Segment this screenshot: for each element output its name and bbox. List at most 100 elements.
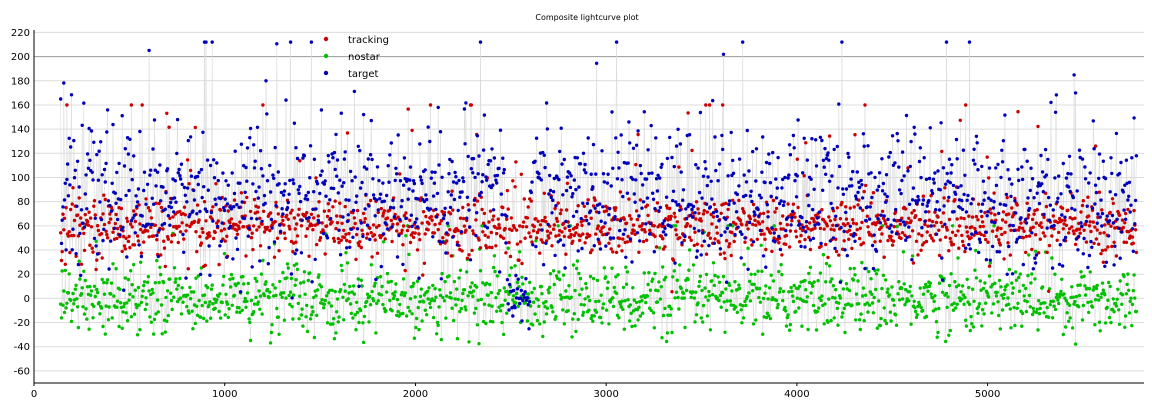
data-point-tracking — [485, 246, 489, 250]
data-point-target — [763, 180, 767, 185]
data-point-target — [182, 185, 187, 190]
data-point-target — [545, 127, 550, 131]
data-point-target — [680, 241, 684, 245]
data-point-tracking — [1102, 231, 1106, 235]
data-point-target — [371, 177, 375, 181]
data-point-nostar — [1040, 285, 1045, 289]
data-point-nostar — [381, 240, 386, 244]
data-point-nostar — [258, 307, 262, 311]
data-point-target — [813, 223, 817, 227]
data-point-nostar — [309, 313, 314, 317]
data-point-tracking — [133, 219, 137, 224]
data-point-target — [491, 208, 496, 212]
data-point-tracking — [481, 221, 486, 225]
data-point-target — [453, 170, 457, 175]
data-point-target — [897, 165, 901, 169]
data-point-nostar — [1053, 307, 1058, 312]
data-point-target — [993, 220, 997, 225]
data-point-nostar — [534, 239, 538, 243]
data-point-target — [981, 179, 986, 183]
chart-title: Composite lightcurve plot — [535, 13, 638, 22]
data-point-tracking — [1100, 248, 1105, 253]
data-point-target — [727, 202, 731, 207]
data-point-nostar — [70, 308, 74, 312]
data-point-target — [593, 206, 597, 210]
data-point-tracking — [959, 216, 963, 220]
data-point-target — [1047, 218, 1052, 222]
data-point-target — [827, 179, 832, 183]
data-point-tracking — [175, 226, 179, 230]
data-point-target — [1074, 237, 1079, 241]
data-point-target — [418, 142, 422, 146]
data-point-target — [772, 231, 776, 235]
data-point-target — [123, 147, 128, 151]
data-point-tracking — [882, 255, 886, 259]
data-point-nostar — [432, 298, 437, 303]
data-point-tracking — [451, 208, 455, 212]
data-point-nostar — [934, 307, 938, 311]
data-point-target — [922, 156, 926, 160]
data-point-nostar — [302, 270, 307, 274]
data-point-nostar — [159, 303, 164, 307]
data-point-target — [973, 162, 977, 166]
data-point-tracking — [344, 232, 348, 236]
data-point-target — [304, 193, 308, 198]
data-point-target — [240, 200, 244, 204]
data-point-nostar — [558, 293, 563, 297]
data-point-tracking — [827, 134, 832, 138]
data-point-nostar — [973, 268, 977, 272]
data-point-nostar — [605, 286, 610, 290]
data-point-tracking — [581, 218, 586, 223]
data-point-target — [887, 155, 891, 159]
data-point-nostar — [298, 281, 303, 285]
data-point-nostar — [487, 303, 491, 307]
data-point-target — [518, 296, 523, 300]
data-point-target — [1000, 148, 1004, 152]
data-point-nostar — [980, 308, 985, 312]
data-point-tracking — [312, 216, 316, 220]
data-point-tracking — [1030, 247, 1034, 252]
data-point-nostar — [998, 327, 1002, 331]
data-point-target — [286, 200, 290, 205]
data-point-target — [625, 191, 630, 195]
data-point-nostar — [622, 327, 626, 331]
data-point-target — [486, 162, 490, 167]
data-point-nostar — [89, 293, 93, 297]
data-point-target — [760, 170, 764, 174]
data-point-target — [614, 136, 618, 140]
data-point-target — [71, 227, 75, 231]
data-point-target — [900, 150, 905, 154]
data-point-nostar — [1013, 323, 1017, 328]
data-point-target — [1023, 147, 1027, 152]
data-point-nostar — [1098, 329, 1102, 333]
data-point-nostar — [369, 263, 373, 267]
data-point-target — [713, 135, 717, 139]
data-point-target — [633, 200, 637, 204]
data-point-nostar — [401, 311, 405, 316]
data-point-target — [1093, 183, 1098, 187]
data-point-target — [318, 173, 323, 177]
data-point-target — [955, 157, 959, 161]
data-point-tracking — [185, 158, 190, 162]
data-point-nostar — [809, 291, 813, 295]
data-point-nostar — [752, 282, 756, 287]
data-point-nostar — [396, 309, 400, 314]
data-point-nostar — [653, 271, 657, 276]
data-point-tracking — [400, 228, 404, 232]
data-point-tracking — [87, 210, 91, 214]
legend-label-nostar: nostar — [348, 52, 381, 63]
data-point-tracking — [168, 216, 172, 220]
data-point-tracking — [1037, 251, 1041, 255]
data-point-nostar — [681, 291, 686, 295]
data-point-target — [783, 175, 787, 180]
data-point-tracking — [273, 219, 277, 224]
data-point-tracking — [1089, 229, 1093, 234]
data-point-nostar — [1063, 296, 1067, 300]
data-point-tracking — [689, 238, 693, 242]
data-point-target — [520, 319, 524, 323]
data-point-target — [60, 218, 64, 222]
data-point-nostar — [178, 276, 182, 281]
data-point-target — [888, 150, 892, 155]
data-point-tracking — [325, 224, 329, 228]
data-point-target — [528, 300, 532, 304]
